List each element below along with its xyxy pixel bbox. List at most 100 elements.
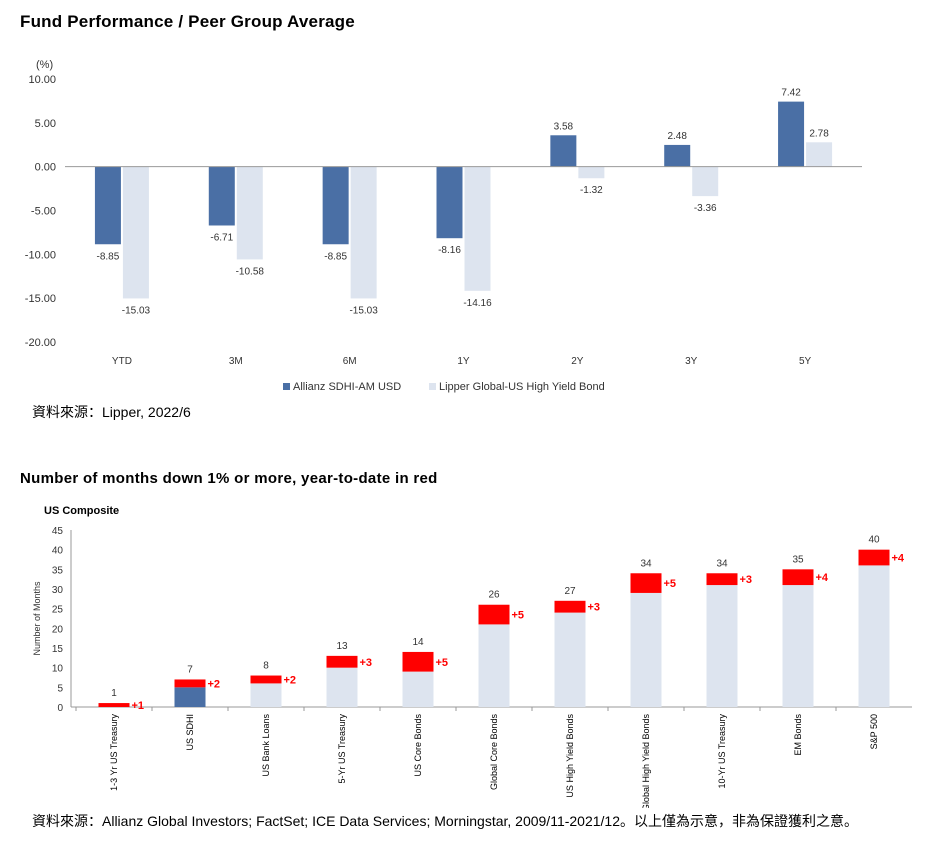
x-tick-label: 1-3 Yr US Treasury bbox=[109, 714, 119, 791]
bar-ytd-red bbox=[706, 573, 738, 586]
data-label: -10.58 bbox=[236, 266, 265, 277]
data-label: -3.36 bbox=[694, 203, 717, 214]
bar-peer bbox=[464, 166, 491, 291]
data-label: -15.03 bbox=[122, 305, 151, 316]
bar-base bbox=[174, 687, 206, 707]
y-tick-label: 10.00 bbox=[28, 74, 56, 86]
increment-label: +2 bbox=[208, 678, 221, 690]
increment-label: +5 bbox=[664, 578, 677, 590]
x-tick-label: 1Y bbox=[457, 356, 470, 367]
bar-base bbox=[250, 683, 282, 707]
bar-peer bbox=[692, 166, 719, 197]
chart1-title: Fund Performance / Peer Group Average bbox=[20, 12, 355, 31]
x-tick-label: 6M bbox=[343, 356, 357, 367]
total-label: 7 bbox=[187, 664, 193, 675]
x-tick-label: S&P 500 bbox=[869, 714, 879, 749]
chart2-source-note: 資料來源：Allianz Global Investors; FactSet; … bbox=[32, 813, 858, 829]
total-label: 34 bbox=[716, 558, 728, 569]
data-label: -8.85 bbox=[324, 251, 347, 262]
data-label: -1.32 bbox=[580, 185, 603, 196]
total-label: 1 bbox=[111, 688, 117, 699]
increment-label: +1 bbox=[132, 700, 145, 712]
x-tick-label: 3Y bbox=[685, 356, 698, 367]
y-tick-label: 40 bbox=[52, 546, 64, 557]
increment-label: +3 bbox=[360, 657, 373, 669]
total-label: 26 bbox=[488, 590, 500, 601]
bar-peer bbox=[236, 166, 263, 260]
bar-base bbox=[554, 612, 586, 707]
bar-fund bbox=[664, 144, 691, 167]
bar-peer bbox=[806, 142, 833, 167]
y-tick-label: 20 bbox=[52, 624, 64, 635]
data-label: -8.16 bbox=[438, 245, 461, 256]
x-tick-label: YTD bbox=[112, 356, 132, 367]
bar-peer bbox=[122, 166, 149, 299]
x-tick-label: Global High Yield Bonds bbox=[641, 714, 651, 808]
y-tick-label: 0 bbox=[57, 703, 63, 714]
total-label: 40 bbox=[868, 535, 880, 546]
chart1-source-note: 資料來源：Lipper, 2022/6 bbox=[32, 404, 191, 420]
x-tick-label: EM Bonds bbox=[793, 714, 803, 756]
legend-swatch-peer bbox=[429, 383, 436, 390]
y-tick-label: 5.00 bbox=[35, 118, 56, 130]
data-label: 2.78 bbox=[809, 128, 829, 139]
y-tick-label: 25 bbox=[52, 605, 64, 616]
chart2-title: Number of months down 1% or more, year-t… bbox=[20, 470, 438, 487]
bar-fund bbox=[94, 166, 121, 245]
bar-ytd-red bbox=[326, 655, 358, 668]
bar-base bbox=[706, 585, 738, 707]
y-tick-label: -5.00 bbox=[31, 206, 56, 218]
x-tick-label: 3M bbox=[229, 356, 243, 367]
legend-label-peer: Lipper Global-US High Yield Bond bbox=[439, 381, 605, 393]
y-axis-label: (%) bbox=[36, 59, 53, 71]
data-label: 2.48 bbox=[667, 131, 687, 142]
bar-fund bbox=[208, 166, 235, 226]
bar-fund bbox=[322, 166, 349, 245]
increment-label: +5 bbox=[512, 610, 525, 622]
total-label: 34 bbox=[640, 558, 652, 569]
data-label: -14.16 bbox=[463, 298, 492, 309]
bar-ytd-red bbox=[402, 651, 434, 672]
bar-fund bbox=[550, 135, 577, 167]
total-label: 27 bbox=[564, 586, 576, 597]
data-label: 3.58 bbox=[554, 121, 574, 132]
y-tick-label: -20.00 bbox=[25, 337, 56, 349]
legend-swatch-fund bbox=[283, 383, 290, 390]
y-tick-label: 30 bbox=[52, 585, 64, 596]
total-label: 14 bbox=[412, 637, 424, 648]
x-tick-label: US Bank Loans bbox=[261, 714, 271, 777]
y-axis-label: Number of Months bbox=[32, 581, 42, 656]
x-tick-label: 5-Yr US Treasury bbox=[337, 714, 347, 784]
x-tick-label: US SDHI bbox=[185, 714, 195, 751]
x-tick-label: 5Y bbox=[799, 356, 812, 367]
y-tick-label: 45 bbox=[52, 526, 64, 537]
bar-ytd-red bbox=[554, 600, 586, 613]
bar-ytd-red bbox=[630, 573, 662, 593]
y-tick-label: 35 bbox=[52, 565, 64, 576]
bar-peer bbox=[350, 166, 377, 299]
x-tick-label: 2Y bbox=[571, 356, 584, 367]
bar-ytd-red bbox=[250, 675, 282, 684]
bar-ytd-red bbox=[98, 703, 130, 707]
fund-performance-chart: (%) 10.00 5.00 0.00 -5.00 -10.00 -15.00 -20.00 -… bbox=[25, 59, 862, 393]
data-label: -8.85 bbox=[97, 251, 120, 262]
bar-ytd-red bbox=[858, 549, 890, 566]
increment-label: +3 bbox=[740, 574, 753, 586]
bar-base bbox=[858, 565, 890, 707]
increment-label: +5 bbox=[436, 657, 449, 669]
bar-base bbox=[402, 671, 434, 707]
months-down-chart: US Composite Number of Months 45 40 35 30 25 20… bbox=[32, 505, 912, 808]
y-tick-label: 0.00 bbox=[35, 162, 56, 174]
x-tick-label: US High Yield Bonds bbox=[565, 714, 575, 798]
bar-fund bbox=[778, 101, 805, 167]
total-label: 8 bbox=[263, 661, 269, 672]
legend-label-fund: Allianz SDHI-AM USD bbox=[293, 381, 401, 393]
bar-fund bbox=[436, 166, 463, 239]
x-tick-label: US Core Bonds bbox=[413, 714, 423, 777]
y-tick-label: 5 bbox=[57, 683, 63, 694]
bar-ytd-red bbox=[174, 679, 206, 688]
y-tick-label: -10.00 bbox=[25, 249, 56, 261]
y-tick-label: -15.00 bbox=[25, 293, 56, 305]
y-tick-label: 10 bbox=[52, 664, 64, 675]
data-label: -6.71 bbox=[210, 232, 233, 243]
